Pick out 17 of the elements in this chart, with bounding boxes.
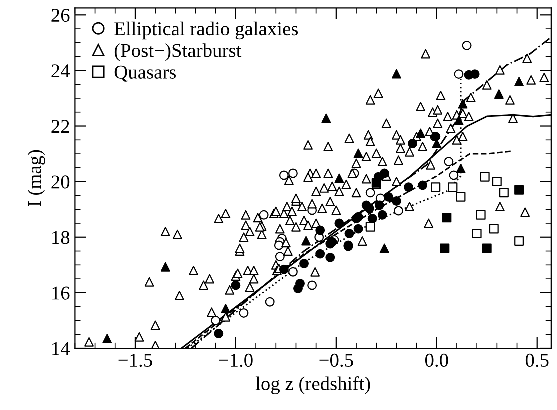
x-tick-label: −0.5 (320, 354, 354, 368)
y-axis-title: I (mag) (28, 150, 46, 207)
y-tick-label: 18 (52, 231, 70, 244)
y-tick-label: 26 (52, 9, 70, 22)
x-tick-label: 0.0 (425, 354, 448, 368)
y-tick-label: 14 (52, 342, 70, 356)
legend-label: (Post−)Starburst (114, 44, 242, 62)
y-tick-label: 16 (52, 286, 70, 300)
y-tick-label: 24 (52, 64, 70, 78)
x-axis-title: log z (redshift) (256, 376, 370, 394)
legend-label: Quasars (114, 66, 176, 82)
y-tick-label: 20 (52, 176, 70, 189)
x-tick-label: −1.5 (118, 354, 152, 368)
x-tick-label: 0.5 (526, 354, 549, 368)
x-tick-label: −1.0 (219, 354, 253, 368)
y-tick-label: 22 (52, 120, 70, 134)
legend-label: Elliptical radio galaxies (114, 22, 298, 40)
